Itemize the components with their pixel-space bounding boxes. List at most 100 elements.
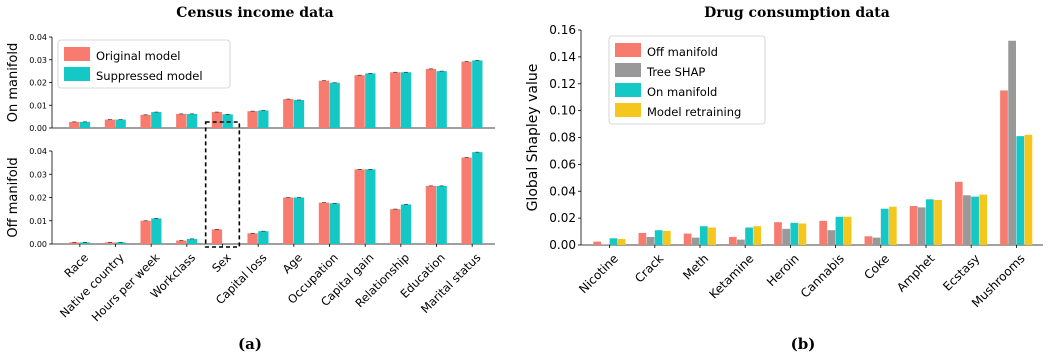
bar-nicotine-off-manifold <box>593 241 602 245</box>
legend-label-tree-shap: Tree SHAP <box>646 65 705 79</box>
bar-ecstasy-off-manifold <box>954 181 963 245</box>
bar-marital-status-suppressed-model <box>472 152 483 244</box>
y-tick-label: 0.00 <box>29 124 47 133</box>
bar-capital-gain-original-model <box>354 75 365 128</box>
bar-workclass-original-model <box>176 113 187 128</box>
bar-native-country-suppressed-model <box>115 242 126 244</box>
legend-label-suppressed-model: Suppressed model <box>96 69 203 83</box>
bar-native-country-original-model <box>104 119 116 128</box>
bar-heroin-off-manifold <box>774 222 782 245</box>
y-axis-label: Global Shapley value <box>525 64 541 212</box>
y-tick-label: 0.02 <box>29 194 47 203</box>
bar-native-country-original-model <box>104 242 116 244</box>
bar-hours-per-week-original-model <box>140 220 151 244</box>
panel-a-census: Census income data 0.00 0.01 0.02 0.03 0.04 O… <box>6 5 495 353</box>
bar-coke-model-retraining <box>888 206 897 245</box>
bar-capital-gain-original-model <box>354 169 365 244</box>
x-tick-label-age: Age <box>280 250 306 276</box>
legend-label-off-manifold: Off manifold <box>647 45 718 59</box>
bar-occupation-suppressed-model <box>329 82 340 128</box>
bar-mushrooms-off-manifold <box>1000 90 1008 245</box>
bar-race-original-model <box>69 242 80 244</box>
bar-cannabis-off-manifold <box>819 220 828 245</box>
bar-capital-gain-suppressed-model <box>365 169 376 244</box>
bar-workclass-suppressed-model <box>186 238 198 244</box>
bar-capital-loss-original-model <box>247 233 258 244</box>
y-tick-label: 0.02 <box>29 79 47 88</box>
plot-on-manifold: 0.00 0.01 0.02 0.03 0.04 On manifold Original … <box>6 33 495 133</box>
bar-ketamine-on-manifold <box>745 227 753 245</box>
bar-race-suppressed-model <box>79 242 91 244</box>
legend-box <box>608 35 766 125</box>
y-axis-label: On manifold <box>6 43 21 122</box>
bar-race-original-model <box>69 121 80 128</box>
x-tick-label-ketamine: Ketamine <box>707 251 757 301</box>
bar-occupation-original-model <box>318 202 330 244</box>
bar-relationship-suppressed-model <box>400 204 412 244</box>
bar-occupation-suppressed-model <box>329 203 340 244</box>
x-tick-label-cannabis: Cannabis <box>798 251 847 300</box>
bar-capital-gain-suppressed-model <box>365 73 376 128</box>
x-tick-label-nicotine: Nicotine <box>576 251 621 296</box>
bar-cannabis-tree-shap <box>827 230 836 245</box>
bar-race-suppressed-model <box>79 121 91 128</box>
bar-ecstasy-on-manifold <box>971 196 979 245</box>
bar-hours-per-week-original-model <box>140 114 151 128</box>
title-drug: Drug consumption data <box>704 5 890 21</box>
bar-crack-tree-shap <box>646 236 655 245</box>
plot-drug-consumption: 0.00 0.02 0.04 0.06 0.08 0.10 0.12 0.14 0.16 Glob… <box>525 23 1043 310</box>
y-tick-label: 0.02 <box>549 211 576 225</box>
bar-marital-status-original-model <box>461 157 472 244</box>
x-tick-label-ecstasy: Ecstasy <box>940 251 982 293</box>
x-tick-label-meth: Meth <box>680 251 711 282</box>
bar-crack-off-manifold <box>638 232 647 245</box>
bar-ketamine-model-retraining <box>753 226 762 245</box>
bar-heroin-on-manifold <box>790 222 799 245</box>
bar-age-original-model <box>283 99 294 128</box>
bar-amphet-on-manifold <box>926 199 934 245</box>
bar-nicotine-tree-shap <box>601 244 610 245</box>
bar-crack-on-manifold <box>654 230 663 245</box>
title-census: Census income data <box>176 5 333 21</box>
bar-capital-loss-original-model <box>247 111 258 128</box>
bar-meth-model-retraining <box>708 227 716 245</box>
bar-ketamine-tree-shap <box>737 239 745 245</box>
bar-education-original-model <box>425 185 437 244</box>
bar-workclass-original-model <box>176 240 187 244</box>
bar-native-country-suppressed-model <box>115 119 126 128</box>
y-tick-label: 0.01 <box>29 101 47 110</box>
bar-mushrooms-tree-shap <box>1008 40 1016 245</box>
bar-amphet-tree-shap <box>917 207 926 245</box>
y-tick-label: 0.00 <box>549 238 576 252</box>
bar-amphet-off-manifold <box>909 206 918 245</box>
y-tick-label: 0.00 <box>29 240 47 249</box>
y-tick-label: 0.06 <box>549 157 576 171</box>
bar-age-suppressed-model <box>293 100 305 128</box>
bar-coke-off-manifold <box>864 236 873 245</box>
y-tick-label: 0.04 <box>29 33 47 42</box>
bar-hours-per-week-suppressed-model <box>151 112 162 128</box>
bar-relationship-original-model <box>390 209 401 244</box>
bar-heroin-tree-shap <box>782 228 790 245</box>
panel-label-a: (a) <box>238 335 262 353</box>
bar-ecstasy-tree-shap <box>963 195 971 245</box>
legend-label-original-model: Original model <box>96 49 180 63</box>
bar-coke-tree-shap <box>872 237 881 245</box>
legend-label-model-retraining: Model retraining <box>647 105 741 119</box>
y-tick-label: 0.04 <box>549 184 576 198</box>
sex-highlight-box <box>204 121 241 248</box>
bar-cannabis-on-manifold <box>835 216 844 245</box>
bar-workclass-suppressed-model <box>186 113 198 128</box>
bar-ecstasy-model-retraining <box>979 194 988 245</box>
bar-mushrooms-on-manifold <box>1016 136 1025 245</box>
legend-swatch-original-model <box>64 47 90 61</box>
legend-swatch-off-manifold <box>615 43 641 57</box>
y-tick-label: 0.01 <box>29 217 47 226</box>
bar-coke-on-manifold <box>880 208 889 245</box>
y-axis-label: Off manifold <box>6 157 21 237</box>
panel-b-drug: Drug consumption data 0.000.020.040.060.… <box>525 5 1043 353</box>
x-tick-label-amphet: Amphet <box>894 251 937 294</box>
bar-mushrooms-model-retraining <box>1024 134 1033 245</box>
